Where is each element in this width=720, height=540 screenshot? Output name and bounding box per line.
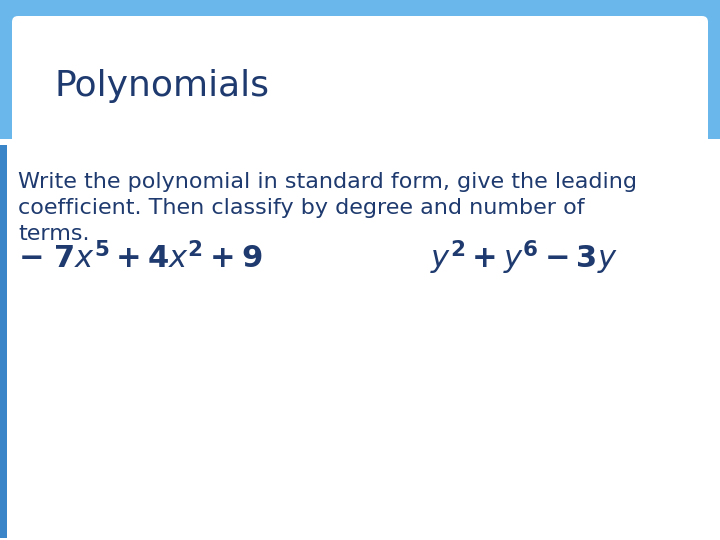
Bar: [0, 196, 720, 200]
Bar: [0, 145, 7, 538]
Bar: [0, 264, 720, 268]
Bar: [0, 0, 720, 160]
Bar: [0, 160, 720, 540]
Bar: [0, 232, 720, 236]
Bar: [0, 180, 720, 184]
Bar: [0, 236, 720, 240]
Bar: [0, 288, 720, 292]
Bar: [0, 240, 720, 244]
Bar: [0, 216, 720, 220]
Bar: [0, 276, 720, 280]
Text: terms.: terms.: [18, 224, 89, 244]
Text: Write the polynomial in standard form, give the leading: Write the polynomial in standard form, g…: [18, 172, 637, 192]
Bar: [0, 176, 720, 180]
Bar: [0, 260, 720, 264]
Text: $\mathbf{\mathit{y}^2 + \mathit{y}^6 - 3\mathit{y}}$: $\mathbf{\mathit{y}^2 + \mathit{y}^6 - 3…: [430, 239, 618, 277]
Bar: [0, 304, 720, 308]
Bar: [0, 244, 720, 248]
Bar: [0, 252, 720, 256]
Bar: [0, 172, 720, 176]
Text: Polynomials: Polynomials: [55, 69, 270, 103]
Bar: [0, 312, 720, 316]
Bar: [0, 204, 720, 208]
Bar: [0, 156, 720, 160]
Bar: [0, 212, 720, 216]
Bar: [0, 292, 720, 296]
Bar: [0, 168, 720, 172]
Bar: [0, 208, 720, 212]
Text: $\mathbf{-\ 7\mathit{x}^5 + 4\mathit{x}^2 + 9}$: $\mathbf{-\ 7\mathit{x}^5 + 4\mathit{x}^…: [18, 242, 263, 274]
Bar: [0, 268, 720, 272]
Bar: [0, 188, 720, 192]
Bar: [0, 220, 720, 224]
Bar: [0, 200, 720, 204]
Text: coefficient. Then classify by degree and number of: coefficient. Then classify by degree and…: [18, 198, 585, 218]
Bar: [0, 256, 720, 260]
Bar: [0, 308, 720, 312]
Bar: [0, 284, 720, 288]
Bar: [0, 228, 720, 232]
Bar: [0, 224, 720, 228]
FancyBboxPatch shape: [12, 16, 708, 156]
Bar: [0, 300, 720, 304]
Bar: [0, 248, 720, 252]
Bar: [0, 192, 720, 196]
Bar: [0, 184, 720, 188]
FancyBboxPatch shape: [0, 139, 720, 540]
Bar: [0, 164, 720, 168]
Bar: [0, 160, 720, 164]
Bar: [0, 296, 720, 300]
Bar: [0, 280, 720, 284]
Bar: [0, 272, 720, 276]
